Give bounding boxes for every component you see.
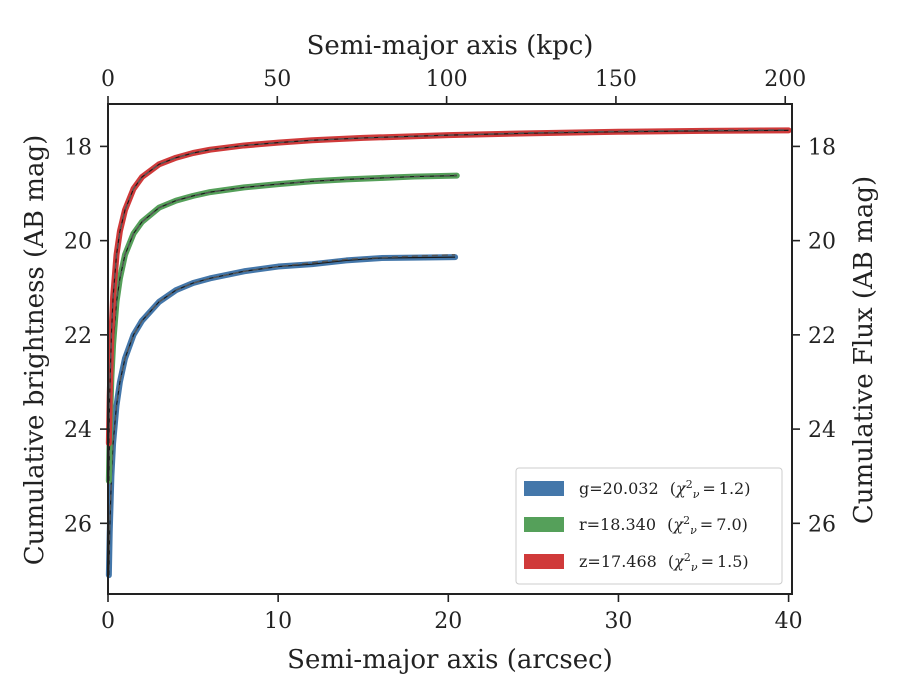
x-axis-title: Semi-major axis (arcsec) [287, 645, 613, 675]
legend-label-g-name: g=20.032 [579, 479, 659, 498]
x2-tick-label-50: 50 [263, 67, 291, 92]
legend-label-g-chi-sub: ν [693, 488, 700, 501]
legend-label-z: z=17.468 (χ2ν = 1.5) [579, 551, 749, 575]
legend: g=20.032 (χ2ν = 1.2) r=18.340 (χ2ν = 7.0) z=… [515, 467, 783, 585]
legend-label-r-chi-sub: ν [690, 524, 697, 537]
legend-label-z-chi-open: ( [668, 552, 674, 571]
y2-axis-title: Cumulative Flux (AB mag) [849, 176, 879, 524]
y-tick-label-24: 24 [64, 418, 92, 443]
legend-label-r-name: r=18.340 [579, 515, 656, 534]
x-tick-label-20: 20 [434, 609, 462, 634]
series-layer [105, 127, 792, 579]
axes-layer: 0 10 20 30 400 50 100 150 2001820222426182022242… [64, 67, 836, 634]
plot-frame [107, 103, 793, 595]
legend-swatch-g [524, 481, 564, 496]
x-tick-label-0: 0 [101, 609, 115, 634]
y-tick-label-26: 26 [64, 512, 92, 537]
legend-label-g-chi-close: ) [744, 479, 750, 498]
legend-label-z-name: z=17.468 [579, 552, 657, 571]
y2-tick-label-22: 22 [808, 324, 836, 349]
legend-label-z-chi-eq: = [701, 552, 714, 571]
legend-label-r-chi-open: ( [667, 515, 673, 534]
legend-label-g-chi-eq: = [702, 479, 715, 498]
legend-label-g-chi-value: 1.2 [719, 479, 744, 498]
x2-axis-title: Semi-major axis (kpc) [307, 31, 594, 61]
y2-tick-label-26: 26 [808, 512, 836, 537]
legend-frame [515, 467, 783, 585]
legend-item-r: r=18.340 (χ2ν = 7.0) [524, 514, 748, 538]
legend-label-z-chi-close: ) [742, 552, 748, 571]
legend-label-z-chi-sub: ν [691, 561, 698, 574]
y-tick-label-22: 22 [64, 324, 92, 349]
legend-label-g-chi-sup: 2 [686, 478, 693, 491]
legend-label-r-chi-symbol: χ [672, 515, 684, 534]
legend-label-r-chi-eq: = [700, 515, 713, 534]
legend-swatch-z [524, 554, 564, 569]
legend-label-g-chi-open: ( [670, 479, 676, 498]
x-tick-label-30: 30 [604, 609, 632, 634]
x2-tick-label-200: 200 [764, 67, 806, 92]
legend-item-z: z=17.468 (χ2ν = 1.5) [524, 551, 749, 575]
y2-tick-label-24: 24 [808, 418, 836, 443]
x2-tick-label-0: 0 [101, 67, 115, 92]
y-tick-label-20: 20 [64, 230, 92, 255]
series-model-r [108, 174, 457, 477]
legend-label-r-chi-close: ) [742, 515, 748, 534]
legend-item-g: g=20.032 (χ2ν = 1.2) [524, 478, 750, 502]
y2-tick-label-18: 18 [808, 135, 836, 160]
legend-label-z-chi-value: 1.5 [717, 552, 742, 571]
x-tick-label-40: 40 [775, 609, 803, 634]
legend-label-r-chi-sup: 2 [683, 514, 690, 527]
y2-tick-label-20: 20 [808, 230, 836, 255]
y-tick-label-18: 18 [64, 135, 92, 160]
legend-label-z-chi-sup: 2 [684, 551, 691, 564]
legend-label-r-chi-value: 7.0 [716, 515, 741, 534]
legend-label-r: r=18.340 (χ2ν = 7.0) [579, 514, 748, 538]
x-tick-label-10: 10 [264, 609, 292, 634]
legend-swatch-r [524, 517, 564, 532]
legend-label-g-chi-symbol: χ [675, 479, 687, 498]
x2-tick-label-100: 100 [426, 67, 468, 92]
legend-label-z-chi-symbol: χ [673, 552, 685, 571]
x2-tick-label-150: 150 [595, 67, 637, 92]
legend-label-g: g=20.032 (χ2ν = 1.2) [579, 478, 750, 502]
series-model-z [108, 129, 789, 439]
series-model-g [108, 254, 456, 571]
y-axis-title: Cumulative brightness (AB mag) [20, 135, 50, 566]
